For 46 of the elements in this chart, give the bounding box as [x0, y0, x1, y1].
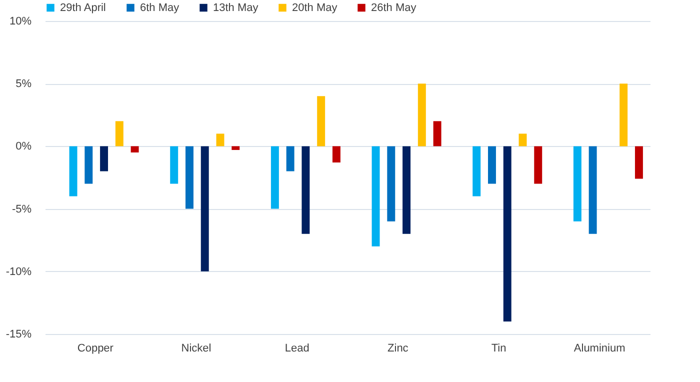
y-tick-label: -10% — [6, 266, 32, 278]
x-tick-label: Aluminium — [574, 342, 626, 354]
bar — [534, 146, 542, 184]
bar — [472, 146, 481, 196]
x-tick-label: Copper — [77, 342, 114, 354]
bar — [232, 146, 240, 150]
bar — [372, 146, 380, 246]
bar — [634, 146, 643, 179]
bar — [418, 84, 426, 146]
y-tick-label: -5% — [12, 203, 32, 216]
legend-label: 13th May — [213, 2, 259, 14]
x-tick-label: Zinc — [388, 342, 409, 354]
bar — [433, 121, 442, 146]
y-tick-label: 5% — [16, 78, 32, 90]
bar — [402, 146, 411, 234]
legend-label: 26th May — [371, 2, 417, 14]
x-tick-label: Tin — [491, 342, 506, 354]
legend-label: 29th April — [60, 2, 106, 14]
y-tick-label: -15% — [6, 328, 32, 340]
bar — [216, 134, 224, 146]
bar — [503, 146, 512, 322]
bar — [488, 146, 496, 184]
bar — [170, 146, 178, 184]
x-tick-label: Lead — [284, 342, 310, 354]
bar — [270, 146, 279, 209]
bar — [100, 146, 108, 172]
bar — [387, 146, 396, 222]
bar — [200, 146, 209, 272]
bar — [302, 146, 310, 234]
bar — [185, 146, 194, 209]
bar — [620, 84, 628, 146]
bar — [588, 146, 597, 234]
bar — [115, 121, 124, 146]
bar — [130, 146, 139, 152]
bar — [518, 134, 527, 146]
x-tick-label: Nickel — [181, 342, 212, 354]
bar — [84, 146, 93, 184]
bar — [286, 146, 294, 172]
y-tick-label: 10% — [9, 16, 32, 28]
bar — [69, 146, 78, 196]
bar — [573, 146, 582, 222]
legend-label: 6th May — [140, 2, 180, 14]
legend-label: 20th May — [292, 2, 338, 14]
bar — [317, 96, 326, 146]
y-tick-label: 0% — [16, 140, 32, 153]
bar — [332, 146, 340, 162]
